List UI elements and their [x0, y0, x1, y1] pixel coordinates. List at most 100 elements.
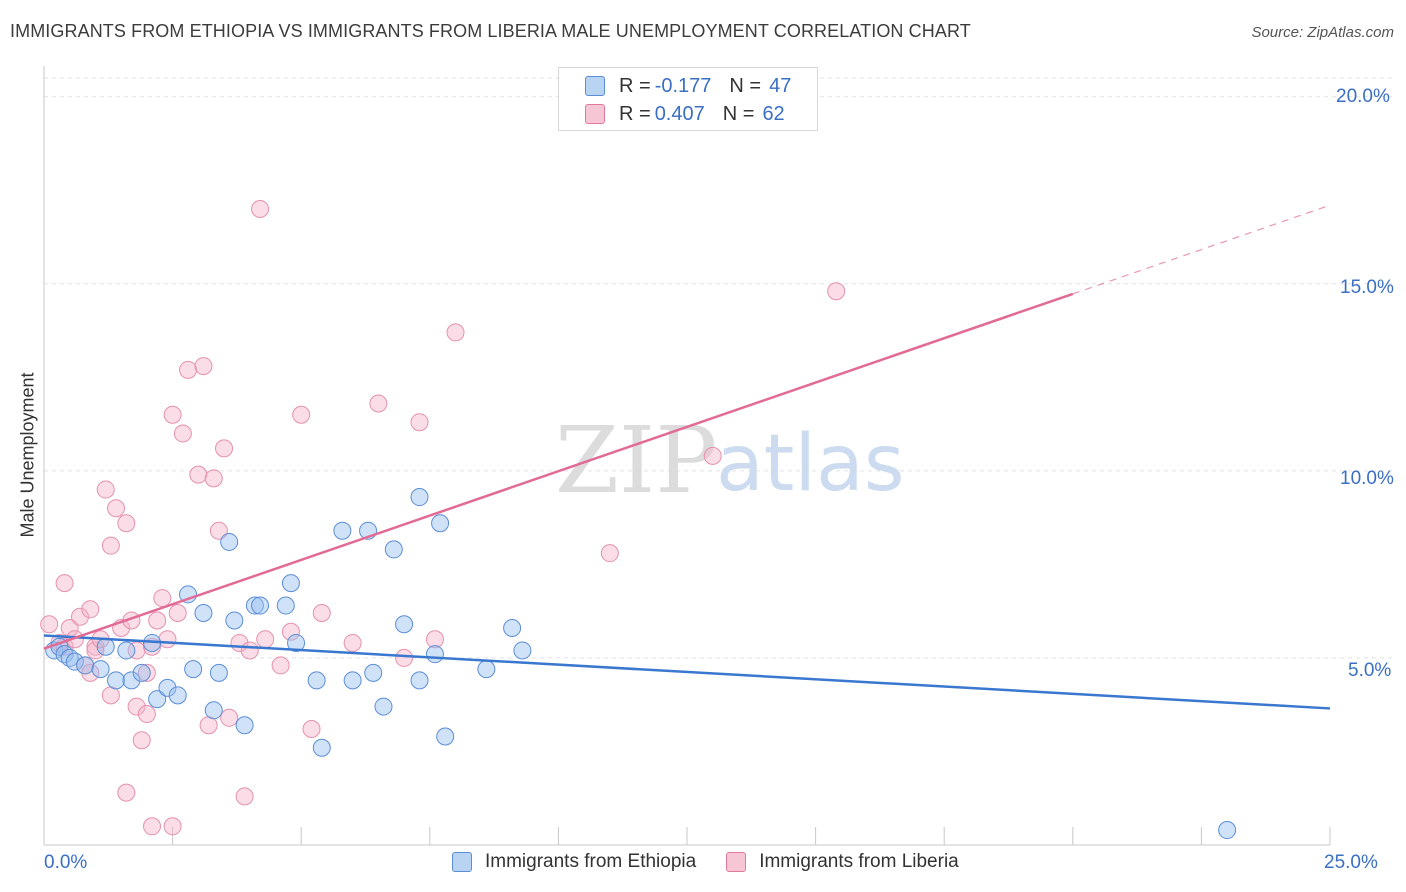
data-point-ethiopia [276, 596, 295, 615]
data-point-ethiopia [225, 611, 244, 630]
trend-line-ethiopia [43, 634, 1331, 710]
trend-lines [43, 204, 1331, 710]
source-credit: Source: ZipAtlas.com [1251, 24, 1394, 41]
data-point-ethiopia [209, 663, 228, 682]
data-point-liberia [703, 446, 722, 465]
legend-n-value-ethiopia: 47 [769, 74, 792, 97]
legend-item-ethiopia[interactable]: Immigrants from Ethiopia [452, 851, 696, 873]
data-point-liberia [163, 817, 182, 836]
data-point-ethiopia [307, 671, 326, 690]
legend-label-ethiopia: Immigrants from Ethiopia [485, 851, 697, 872]
legend-r-label: R = [619, 102, 651, 125]
data-point-liberia [40, 615, 59, 634]
data-point-ethiopia [343, 671, 362, 690]
legend-swatch-ethiopia [452, 852, 472, 872]
data-point-ethiopia [374, 697, 393, 716]
data-point-ethiopia [431, 514, 450, 533]
data-point-liberia [281, 622, 300, 641]
y-tick-label-15: 15.0% [1340, 277, 1394, 298]
data-point-ethiopia [204, 701, 223, 720]
data-point-liberia [235, 787, 254, 806]
watermark-atlas: atlas [716, 419, 905, 509]
data-point-liberia [101, 536, 120, 555]
data-point-liberia [827, 282, 846, 301]
legend-n-value-liberia: 62 [762, 102, 785, 125]
data-point-liberia [173, 424, 192, 443]
data-point-liberia [132, 731, 151, 750]
data-point-liberia [292, 405, 311, 424]
data-point-liberia [369, 394, 388, 413]
legend-r-value-liberia: 0.407 [654, 102, 705, 125]
legend-n-label: N = [729, 74, 762, 97]
series-ethiopia-points [45, 488, 1237, 840]
data-point-liberia [189, 465, 208, 484]
data-point-ethiopia [117, 641, 136, 660]
legend-row-liberia: R = 0.407 N = 62 [585, 100, 785, 128]
data-point-liberia [215, 439, 234, 458]
data-point-liberia [343, 633, 362, 652]
data-point-liberia [395, 648, 414, 667]
data-point-ethiopia [436, 727, 455, 746]
correlation-legend: R = -0.177 N = 47 R = 0.407 N = 62 [558, 67, 818, 131]
data-point-liberia [220, 708, 239, 727]
data-point-ethiopia [220, 532, 239, 551]
data-point-ethiopia [333, 521, 352, 540]
y-tick-label-5: 5.0% [1348, 660, 1392, 681]
data-point-ethiopia [96, 637, 115, 656]
data-point-liberia [153, 589, 172, 608]
data-point-liberia [199, 716, 218, 735]
x-tick-label-min: 0.0% [44, 852, 88, 873]
watermark-zip: ZIP [555, 407, 717, 514]
data-point-ethiopia [364, 663, 383, 682]
data-point-ethiopia [513, 641, 532, 660]
data-point-ethiopia [281, 574, 300, 593]
data-point-ethiopia [251, 596, 270, 615]
axes [43, 66, 1331, 846]
y-tick-label-10: 10.0% [1340, 468, 1394, 489]
data-point-liberia [312, 604, 331, 623]
data-point-liberia [204, 469, 223, 488]
y-tick-label-20: 20.0% [1336, 86, 1390, 107]
data-point-ethiopia [122, 671, 141, 690]
x-tick-label-max: 25.0% [1324, 852, 1378, 873]
data-point-liberia [107, 499, 126, 518]
data-point-liberia [251, 199, 270, 218]
data-point-ethiopia [91, 660, 110, 679]
data-point-ethiopia [287, 633, 306, 652]
legend-r-label: R = [619, 74, 651, 97]
data-point-liberia [117, 783, 136, 802]
trend-line-liberia [43, 292, 1074, 650]
data-point-ethiopia [65, 652, 84, 671]
data-point-ethiopia [132, 663, 151, 682]
data-point-liberia [163, 405, 182, 424]
data-point-liberia [127, 697, 146, 716]
data-point-ethiopia [410, 488, 429, 507]
data-point-liberia [143, 817, 162, 836]
data-point-ethiopia [76, 656, 95, 675]
grid-lines [44, 77, 1392, 659]
chart-title: IMMIGRANTS FROM ETHIOPIA VS IMMIGRANTS F… [10, 21, 971, 41]
data-point-ethiopia [245, 596, 264, 615]
legend-item-liberia[interactable]: Immigrants from Liberia [726, 851, 959, 873]
data-point-liberia [271, 656, 290, 675]
data-point-liberia [600, 544, 619, 563]
data-point-liberia [168, 604, 187, 623]
data-point-liberia [256, 630, 275, 649]
data-point-ethiopia [425, 645, 444, 664]
watermark: ZIP atlas [555, 407, 905, 514]
data-point-ethiopia [168, 686, 187, 705]
data-point-liberia [302, 720, 321, 739]
data-point-ethiopia [410, 671, 429, 690]
data-point-liberia [96, 480, 115, 499]
data-point-ethiopia [194, 604, 213, 623]
y-axis-label: Male Unemployment [17, 372, 38, 538]
data-point-ethiopia [503, 618, 522, 637]
data-point-liberia [425, 630, 444, 649]
data-point-liberia [81, 600, 100, 619]
legend-label-liberia: Immigrants from Liberia [759, 851, 959, 872]
data-point-liberia [410, 413, 429, 432]
data-point-liberia [137, 705, 156, 724]
data-point-liberia [194, 357, 213, 376]
data-point-liberia [179, 360, 198, 379]
data-point-liberia [71, 607, 90, 626]
